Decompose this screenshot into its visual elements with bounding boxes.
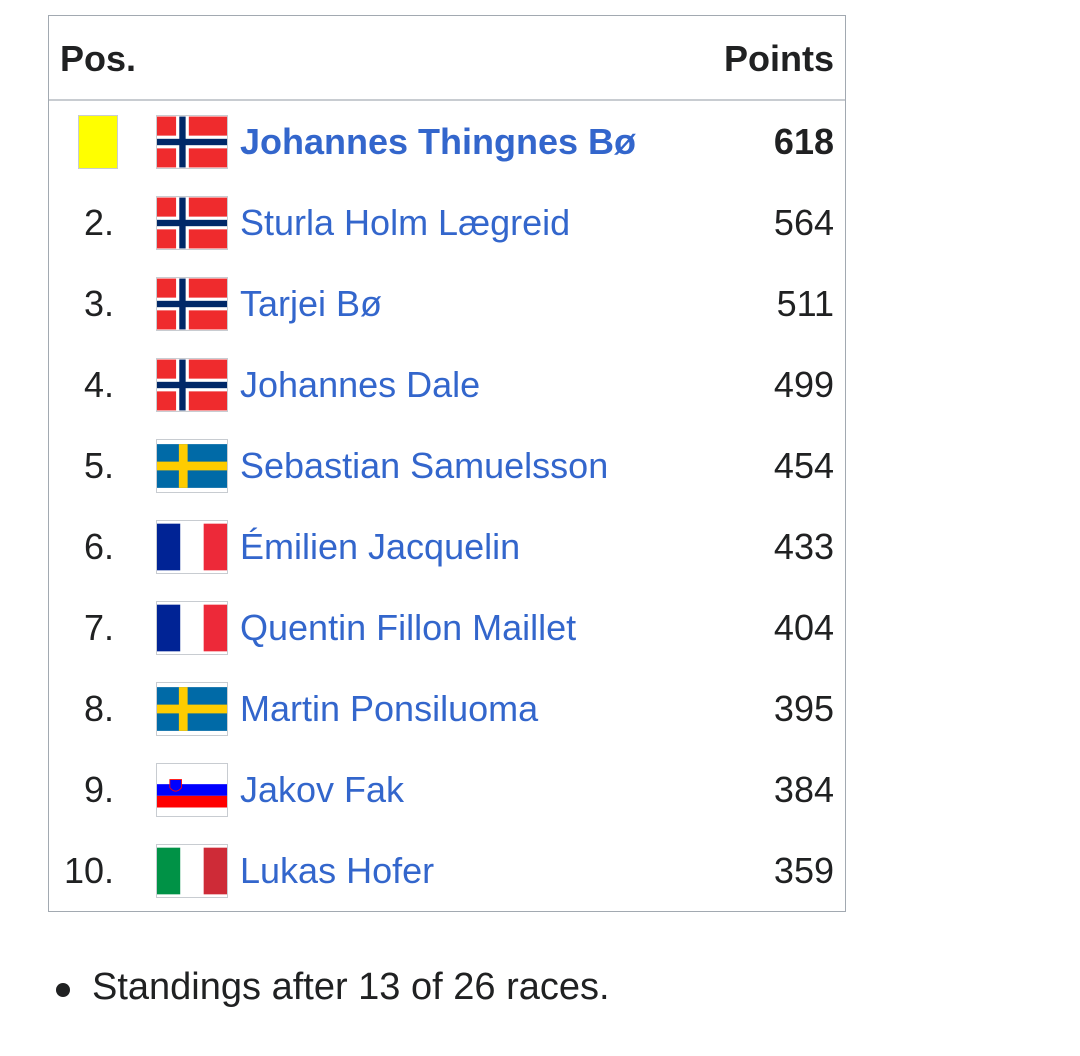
athlete-name[interactable]: Johannes Thingnes Bø [240,121,637,162]
leader-bib [78,115,118,169]
row: 5. Sebastian Samuelsson 454 [49,425,845,506]
athlete-name[interactable]: Émilien Jacquelin [240,526,521,567]
position: 8. [83,688,114,729]
athlete-name[interactable]: Johannes Dale [240,364,481,405]
flag [156,682,228,736]
row: 8. Martin Ponsiluoma 395 [49,668,845,749]
points: 454 [773,445,834,486]
row: 10. Lukas Hofer 359 [49,830,845,911]
row: 6. Émilien Jacquelin 433 [49,506,845,587]
athlete-name[interactable]: Jakov Fak [240,769,405,810]
footnote: Standings after 13 of 26 races. [92,966,610,1008]
position: 2. [83,202,114,243]
row: 3. Tarjei Bø 511 [49,263,845,344]
athlete-name[interactable]: Martin Ponsiluoma [240,688,539,729]
athlete-name[interactable]: Tarjei Bø [240,283,383,324]
row: 7. Quentin Fillon Maillet 404 [49,587,845,668]
flag [156,115,228,169]
flag [156,439,228,493]
position: 10. [63,850,114,891]
points: 404 [773,607,834,648]
flag [156,358,228,412]
header-pos: Pos. [60,38,137,79]
position: 9. [83,769,114,810]
points: 384 [773,769,834,810]
flag [156,601,228,655]
flag [156,520,228,574]
points: 499 [773,364,834,405]
athlete-name[interactable]: Lukas Hofer [240,850,435,891]
points: 359 [773,850,834,891]
athlete-name[interactable]: Sebastian Samuelsson [240,445,609,486]
flag [156,196,228,250]
flag [156,277,228,331]
athlete-name[interactable]: Sturla Holm Lægreid [240,202,571,243]
points: 395 [773,688,834,729]
row: Johannes Thingnes Bø 618 [49,101,845,182]
points: 511 [776,283,834,324]
position: 4. [83,364,114,405]
athlete-name[interactable]: Quentin Fillon Maillet [240,607,577,648]
header-row: Pos. Points [49,16,845,101]
position: 7. [83,607,114,648]
points: 618 [773,121,834,162]
row: 4. Johannes Dale 499 [49,344,845,425]
standings-table: Pos. Points Johannes Thingnes Bø 618 2. … [48,15,846,912]
row: 2. Sturla Holm Lægreid 564 [49,182,845,263]
position: 6. [83,526,114,567]
flag [156,844,228,898]
points: 433 [773,526,834,567]
flag [156,763,228,817]
position: 5. [83,445,114,486]
points: 564 [773,202,834,243]
row: 9. Jakov Fak 384 [49,749,845,830]
position: 3. [83,283,114,324]
header-points: Points [723,38,834,79]
bullet [56,983,70,997]
